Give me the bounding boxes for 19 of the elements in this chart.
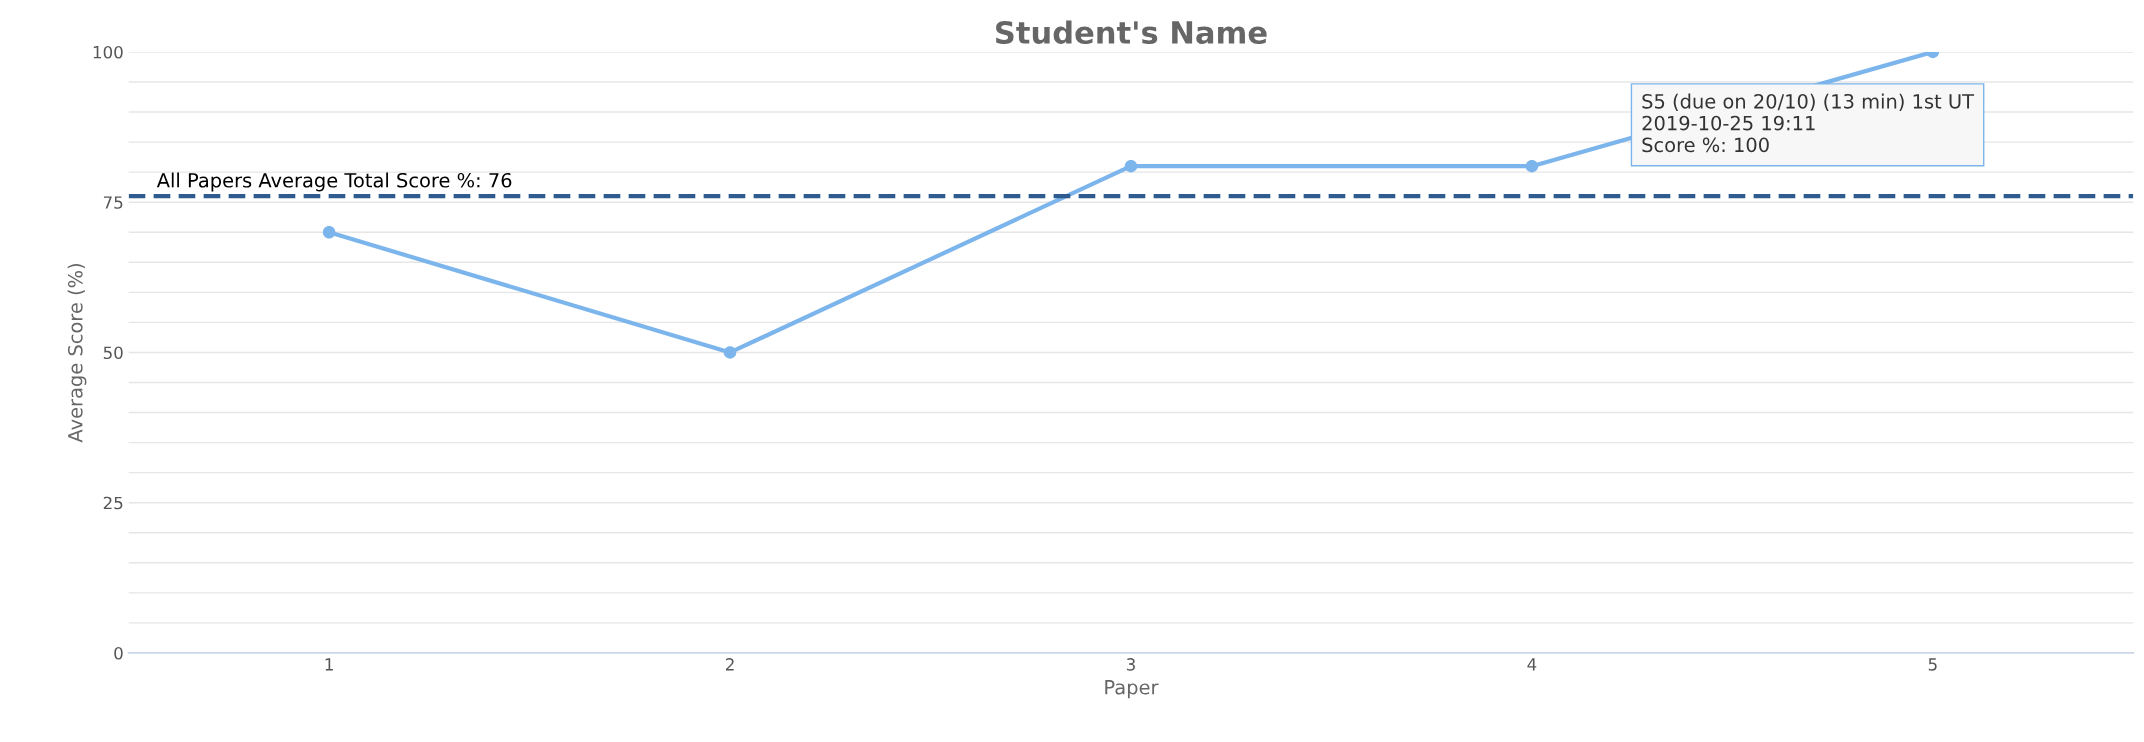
x-axis-title: Paper <box>1105 680 1159 699</box>
y-tick-label: 25 <box>103 496 123 510</box>
point <box>723 346 737 359</box>
annotation: S5 (due on 20/10) (13 min) 1st UT 2019-10-25 19:11 Score %: 100 <box>1642 93 1975 153</box>
x-tick-label: 4 <box>1527 658 1537 671</box>
chart-title: Student's Name <box>996 20 1267 45</box>
y-tick-label: 100 <box>93 45 123 59</box>
x-tick-label: 3 <box>1126 658 1135 671</box>
y-tick-label: 50 <box>103 346 123 360</box>
point <box>322 226 336 239</box>
x-tick-label: 5 <box>1928 658 1937 671</box>
y-tick-label: 0 <box>114 646 123 660</box>
y-axis-title: Average Score (%) <box>67 263 87 443</box>
point <box>1124 159 1138 173</box>
x-tick-label: 2 <box>725 658 734 671</box>
ref-line-label: All Papers Average Total Score %: 76 <box>156 172 512 192</box>
point <box>1525 159 1539 173</box>
x-tick-label: 1 <box>325 658 333 671</box>
y-tick-label: 75 <box>103 196 123 209</box>
